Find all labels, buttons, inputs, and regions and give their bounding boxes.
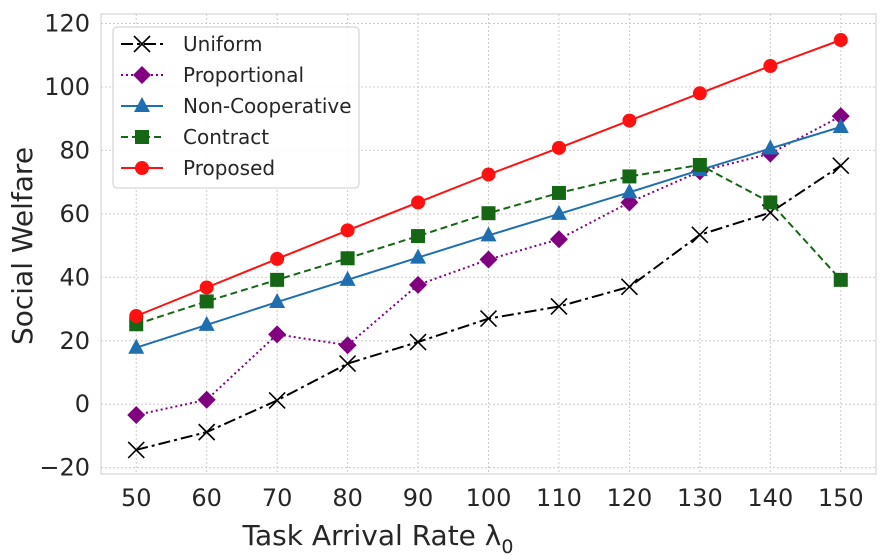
data-point-proportional xyxy=(338,336,357,355)
data-point-contract xyxy=(481,206,496,221)
x-tick-label: 150 xyxy=(818,484,864,512)
y-tick-label: 20 xyxy=(59,327,90,355)
legend-label: Uniform xyxy=(183,32,263,56)
data-point-uniform xyxy=(550,297,568,316)
y-tick-label: 80 xyxy=(59,136,90,164)
legend-item-non-cooperative: Non-Cooperative xyxy=(121,94,352,118)
x-tick-label: 80 xyxy=(332,484,363,512)
legend-label: Proportional xyxy=(183,63,304,87)
data-point-proposed xyxy=(270,251,285,266)
legend-marker xyxy=(135,130,149,144)
data-point-proportional xyxy=(197,390,216,409)
data-point-contract xyxy=(622,169,637,184)
data-point-proposed xyxy=(199,280,214,295)
data-point-proposed xyxy=(481,167,496,182)
legend-item-contract: Contract xyxy=(121,125,269,149)
data-point-uniform xyxy=(409,333,427,351)
legend-item-proposed: Proposed xyxy=(121,156,275,180)
series-uniform xyxy=(127,157,850,459)
data-point-contract xyxy=(199,294,214,309)
data-point-uniform xyxy=(691,226,709,244)
legend-marker xyxy=(133,35,151,53)
legend-label: Contract xyxy=(183,125,269,149)
data-point-non-cooperative xyxy=(832,117,849,133)
data-point-contract xyxy=(763,195,778,210)
data-point-proportional xyxy=(268,325,287,344)
data-point-proposed xyxy=(833,33,848,48)
data-point-contract xyxy=(270,272,285,287)
data-point-proportional xyxy=(831,107,850,126)
data-point-uniform xyxy=(268,391,286,409)
series-line-proportional xyxy=(135,115,842,416)
data-point-proposed xyxy=(340,223,355,238)
data-point-non-cooperative xyxy=(550,204,567,220)
data-point-proposed xyxy=(622,113,637,128)
legend-label: Proposed xyxy=(183,156,275,180)
y-axis-title: Social Welfare xyxy=(6,147,39,345)
data-point-proposed xyxy=(411,195,426,210)
x-tick-label: 110 xyxy=(536,484,582,512)
data-point-non-cooperative xyxy=(269,293,286,309)
data-point-non-cooperative xyxy=(621,183,638,199)
data-point-non-cooperative xyxy=(762,139,779,155)
x-tick-label: 130 xyxy=(677,484,723,512)
data-point-proposed xyxy=(692,86,707,101)
data-point-proposed xyxy=(551,140,566,155)
data-point-proposed xyxy=(763,59,778,74)
series-proposed xyxy=(129,33,848,324)
x-tick-label: 70 xyxy=(262,484,293,512)
data-point-non-cooperative xyxy=(480,226,497,242)
data-point-contract xyxy=(340,251,355,266)
x-axis-title: Task Arrival Rate λ0 xyxy=(242,519,514,558)
data-point-proportional xyxy=(479,250,498,269)
legend-marker xyxy=(135,161,149,175)
y-tick-label: −20 xyxy=(39,454,90,482)
legend-label: Non-Cooperative xyxy=(183,94,352,118)
data-point-uniform xyxy=(620,278,638,296)
data-point-proportional xyxy=(127,405,146,424)
data-point-non-cooperative xyxy=(410,248,427,264)
y-tick-label: 100 xyxy=(44,73,90,101)
y-tick-label: 120 xyxy=(44,10,90,38)
y-tick-labels: −20 0 20 40 60 80 100 120 xyxy=(39,10,90,482)
data-point-uniform xyxy=(127,441,145,459)
legend-item-uniform: Uniform xyxy=(121,32,263,56)
y-tick-label: 0 xyxy=(75,390,90,418)
x-tick-label: 60 xyxy=(191,484,222,512)
series-layer xyxy=(127,33,850,459)
data-point-non-cooperative xyxy=(339,270,356,286)
x-tick-label: 90 xyxy=(403,484,434,512)
data-point-contract xyxy=(692,158,707,173)
data-point-contract xyxy=(411,229,426,244)
legend-marker xyxy=(134,97,150,112)
data-point-contract xyxy=(551,185,566,200)
x-tick-label: 120 xyxy=(607,484,653,512)
data-point-proportional xyxy=(549,230,568,249)
legend-marker xyxy=(133,66,151,84)
x-axis-subscript: 0 xyxy=(501,536,513,558)
legend-frame xyxy=(112,26,360,189)
legend-item-proportional: Proportional xyxy=(121,63,304,87)
x-tick-label: 100 xyxy=(466,484,512,512)
data-point-non-cooperative xyxy=(198,315,215,331)
data-point-uniform xyxy=(479,309,498,328)
data-point-uniform xyxy=(198,423,216,441)
data-point-proposed xyxy=(129,309,144,324)
data-point-proportional xyxy=(409,275,428,294)
x-tick-label: 50 xyxy=(121,484,152,512)
data-point-uniform xyxy=(832,157,850,175)
y-tick-label: 60 xyxy=(59,200,90,228)
x-tick-label: 140 xyxy=(747,484,793,512)
x-tick-labels: 50 60 70 80 90 100 110 120 130 140 150 xyxy=(121,484,864,512)
data-point-contract xyxy=(833,272,848,287)
data-point-non-cooperative xyxy=(128,338,145,354)
y-tick-label: 40 xyxy=(59,263,90,291)
data-point-uniform xyxy=(339,355,357,373)
legend: Uniform Proportional Non-Cooperative Contra… xyxy=(112,26,360,189)
